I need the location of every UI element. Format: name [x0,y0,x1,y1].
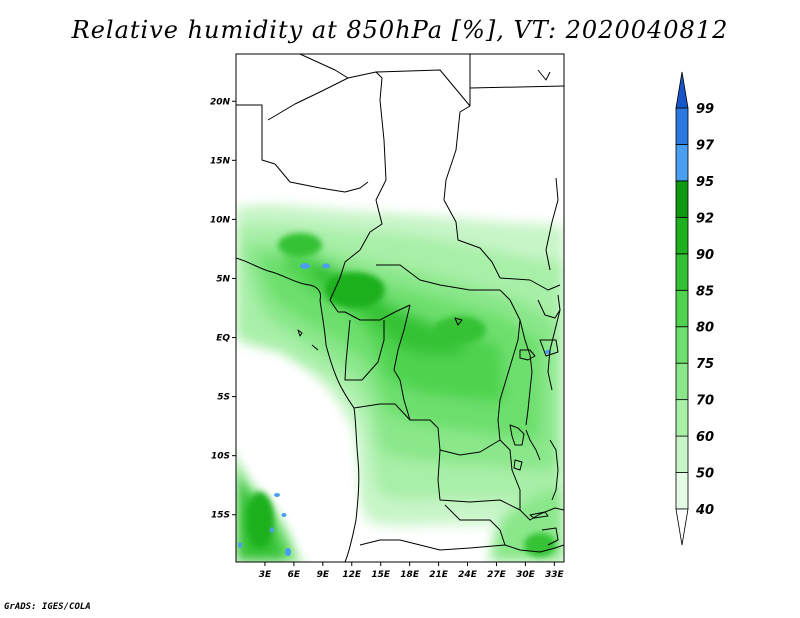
colorbar-label: 90 [696,248,714,263]
colorbar-label: 95 [696,175,714,190]
lon-tick-label: 18E [400,570,420,580]
colorbar-segment [675,362,689,401]
lon-tick-label: 27E [487,570,507,580]
lat-tick-label: 10N [210,215,231,225]
colorbar-label: 85 [696,284,714,299]
colorbar-label: 70 [696,394,714,409]
colorbar-segment [675,107,689,145]
colorbar-label: 92 [696,211,714,226]
lat-tick-label: 10S [211,452,230,462]
colorbar-over-arrow [675,71,689,109]
lon-tick-label: 33E [545,570,565,580]
lat-tick-label: 15S [211,511,230,521]
colorbar-label: 97 [696,138,715,153]
colorbar-segment [675,289,689,328]
grads-credit: GrADS: IGES/COLA [4,602,91,612]
country-borders [236,54,564,562]
lon-tick-label: 6E [288,570,301,580]
colorbar-under-arrow [675,508,689,546]
colorbar-segment [675,216,689,255]
colorbar-label: 80 [696,321,714,336]
lon-tick-label: 3E [259,570,272,580]
lon-tick-label: 24E [458,570,478,580]
lat-tick-label: 15N [210,156,231,166]
colorbar-label: 75 [696,357,714,372]
latitude-axis: 20N 15N 10N 5N EQ 5S 10S 15S [210,97,236,521]
colorbar-label: 40 [695,503,714,518]
lat-tick-label: EQ [216,334,230,344]
colorbar-label: 99 [696,102,714,117]
colorbar-segment [675,472,689,510]
lon-tick-label: 21E [429,570,449,580]
colorbar: 40 50 60 70 75 80 85 90 92 95 97 99 [675,71,715,546]
lat-tick-label: 20N [210,97,231,107]
longitude-axis: 3E 6E 9E 12E 15E 18E 21E 24E 27E 30E 33E [259,562,565,580]
lat-tick-label: 5S [217,393,230,403]
colorbar-segment [675,144,689,182]
colorbar-segment [675,435,689,473]
humidity-shading [236,54,564,562]
colorbar-segment [675,326,689,364]
colorbar-segment [675,399,689,437]
colorbar-segment [675,253,689,291]
lon-tick-label: 12E [342,570,362,580]
lon-tick-label: 9E [317,570,330,580]
lat-tick-label: 5N [216,274,230,284]
colorbar-segment [675,180,689,218]
lon-tick-label: 15E [371,570,391,580]
lon-tick-label: 30E [516,570,536,580]
colorbar-label: 60 [696,430,714,445]
map-frame [235,53,565,563]
map-title: Relative humidity at 850hPa [%], VT: 202… [71,16,729,44]
colorbar-label: 50 [696,467,714,482]
